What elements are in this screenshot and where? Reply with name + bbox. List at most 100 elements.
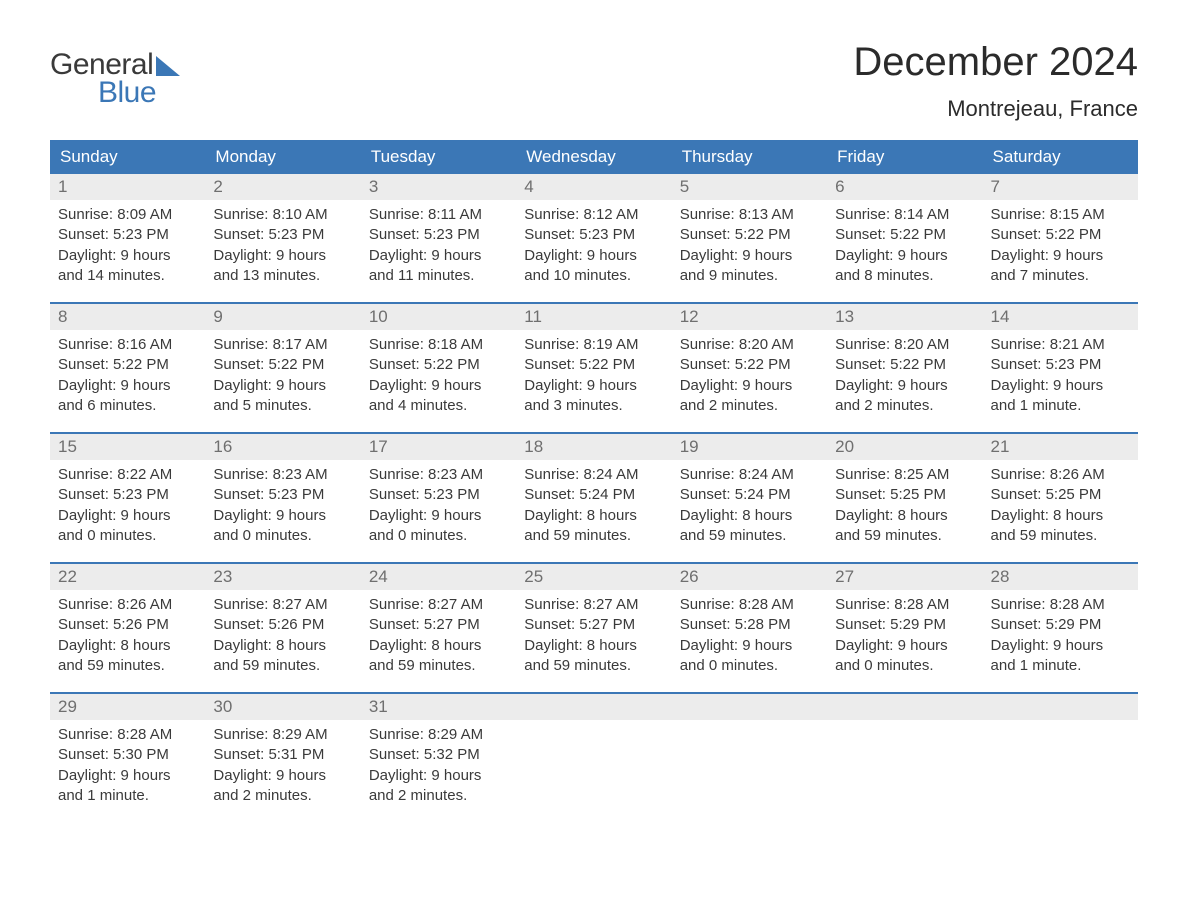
calendar-cell: 7Sunrise: 8:15 AMSunset: 5:22 PMDaylight… <box>983 174 1138 302</box>
sunrise-text: Sunrise: 8:24 AM <box>524 465 663 485</box>
sunset-text: Sunset: 5:22 PM <box>835 355 974 375</box>
day-number: 9 <box>205 304 360 330</box>
day-number: 12 <box>672 304 827 330</box>
sunset-text: Sunset: 5:22 PM <box>58 355 197 375</box>
calendar-cell: 15Sunrise: 8:22 AMSunset: 5:23 PMDayligh… <box>50 434 205 562</box>
day-number: 22 <box>50 564 205 590</box>
daylight-text: Daylight: 9 hours and 13 minutes. <box>213 246 352 287</box>
day-details: Sunrise: 8:27 AMSunset: 5:27 PMDaylight:… <box>516 590 671 690</box>
day-number: 24 <box>361 564 516 590</box>
day-details: Sunrise: 8:17 AMSunset: 5:22 PMDaylight:… <box>205 330 360 430</box>
daylight-text: Daylight: 9 hours and 7 minutes. <box>991 246 1130 287</box>
calendar-cell: 10Sunrise: 8:18 AMSunset: 5:22 PMDayligh… <box>361 304 516 432</box>
sunrise-text: Sunrise: 8:16 AM <box>58 335 197 355</box>
calendar-cell: 20Sunrise: 8:25 AMSunset: 5:25 PMDayligh… <box>827 434 982 562</box>
sunrise-text: Sunrise: 8:27 AM <box>369 595 508 615</box>
sunset-text: Sunset: 5:22 PM <box>680 225 819 245</box>
day-details: Sunrise: 8:24 AMSunset: 5:24 PMDaylight:… <box>516 460 671 560</box>
sunset-text: Sunset: 5:23 PM <box>369 225 508 245</box>
day-number <box>672 694 827 720</box>
sunrise-text: Sunrise: 8:23 AM <box>213 465 352 485</box>
calendar-cell: 12Sunrise: 8:20 AMSunset: 5:22 PMDayligh… <box>672 304 827 432</box>
day-details: Sunrise: 8:26 AMSunset: 5:26 PMDaylight:… <box>50 590 205 690</box>
day-details: Sunrise: 8:28 AMSunset: 5:29 PMDaylight:… <box>983 590 1138 690</box>
calendar-cell: 9Sunrise: 8:17 AMSunset: 5:22 PMDaylight… <box>205 304 360 432</box>
day-details: Sunrise: 8:15 AMSunset: 5:22 PMDaylight:… <box>983 200 1138 300</box>
logo: General Blue <box>50 40 180 110</box>
week-row: 1Sunrise: 8:09 AMSunset: 5:23 PMDaylight… <box>50 174 1138 302</box>
day-details: Sunrise: 8:14 AMSunset: 5:22 PMDaylight:… <box>827 200 982 300</box>
sunrise-text: Sunrise: 8:27 AM <box>524 595 663 615</box>
daylight-text: Daylight: 9 hours and 2 minutes. <box>213 766 352 807</box>
day-details: Sunrise: 8:22 AMSunset: 5:23 PMDaylight:… <box>50 460 205 560</box>
calendar-cell: 27Sunrise: 8:28 AMSunset: 5:29 PMDayligh… <box>827 564 982 692</box>
sunrise-text: Sunrise: 8:12 AM <box>524 205 663 225</box>
day-header-cell: Sunday <box>50 140 205 174</box>
location: Montrejeau, France <box>853 96 1138 122</box>
daylight-text: Daylight: 9 hours and 14 minutes. <box>58 246 197 287</box>
day-number: 11 <box>516 304 671 330</box>
day-number: 2 <box>205 174 360 200</box>
calendar-cell: 16Sunrise: 8:23 AMSunset: 5:23 PMDayligh… <box>205 434 360 562</box>
day-number: 21 <box>983 434 1138 460</box>
sunrise-text: Sunrise: 8:25 AM <box>835 465 974 485</box>
sunset-text: Sunset: 5:23 PM <box>524 225 663 245</box>
day-number: 27 <box>827 564 982 590</box>
day-header-cell: Friday <box>827 140 982 174</box>
day-details: Sunrise: 8:28 AMSunset: 5:29 PMDaylight:… <box>827 590 982 690</box>
day-number: 10 <box>361 304 516 330</box>
day-number: 30 <box>205 694 360 720</box>
calendar-cell: 26Sunrise: 8:28 AMSunset: 5:28 PMDayligh… <box>672 564 827 692</box>
day-header-cell: Wednesday <box>516 140 671 174</box>
day-details: Sunrise: 8:24 AMSunset: 5:24 PMDaylight:… <box>672 460 827 560</box>
week-row: 15Sunrise: 8:22 AMSunset: 5:23 PMDayligh… <box>50 432 1138 562</box>
sunrise-text: Sunrise: 8:27 AM <box>213 595 352 615</box>
calendar-cell: 14Sunrise: 8:21 AMSunset: 5:23 PMDayligh… <box>983 304 1138 432</box>
calendar-cell <box>516 694 671 822</box>
day-header-cell: Saturday <box>983 140 1138 174</box>
day-details: Sunrise: 8:25 AMSunset: 5:25 PMDaylight:… <box>827 460 982 560</box>
day-number: 31 <box>361 694 516 720</box>
daylight-text: Daylight: 9 hours and 5 minutes. <box>213 376 352 417</box>
day-details: Sunrise: 8:16 AMSunset: 5:22 PMDaylight:… <box>50 330 205 430</box>
sunrise-text: Sunrise: 8:11 AM <box>369 205 508 225</box>
day-details: Sunrise: 8:20 AMSunset: 5:22 PMDaylight:… <box>827 330 982 430</box>
sunrise-text: Sunrise: 8:20 AM <box>680 335 819 355</box>
day-header-row: SundayMondayTuesdayWednesdayThursdayFrid… <box>50 140 1138 174</box>
calendar-cell: 3Sunrise: 8:11 AMSunset: 5:23 PMDaylight… <box>361 174 516 302</box>
logo-text-blue: Blue <box>98 76 156 110</box>
day-details: Sunrise: 8:18 AMSunset: 5:22 PMDaylight:… <box>361 330 516 430</box>
day-number: 3 <box>361 174 516 200</box>
sunrise-text: Sunrise: 8:18 AM <box>369 335 508 355</box>
sunset-text: Sunset: 5:25 PM <box>991 485 1130 505</box>
day-number: 14 <box>983 304 1138 330</box>
calendar-cell: 17Sunrise: 8:23 AMSunset: 5:23 PMDayligh… <box>361 434 516 562</box>
daylight-text: Daylight: 8 hours and 59 minutes. <box>213 636 352 677</box>
sunrise-text: Sunrise: 8:29 AM <box>213 725 352 745</box>
day-details: Sunrise: 8:20 AMSunset: 5:22 PMDaylight:… <box>672 330 827 430</box>
sunset-text: Sunset: 5:30 PM <box>58 745 197 765</box>
calendar-cell: 19Sunrise: 8:24 AMSunset: 5:24 PMDayligh… <box>672 434 827 562</box>
sunrise-text: Sunrise: 8:22 AM <box>58 465 197 485</box>
sunset-text: Sunset: 5:28 PM <box>680 615 819 635</box>
sunset-text: Sunset: 5:22 PM <box>369 355 508 375</box>
day-details: Sunrise: 8:28 AMSunset: 5:28 PMDaylight:… <box>672 590 827 690</box>
calendar-cell: 6Sunrise: 8:14 AMSunset: 5:22 PMDaylight… <box>827 174 982 302</box>
day-number: 25 <box>516 564 671 590</box>
calendar-cell: 2Sunrise: 8:10 AMSunset: 5:23 PMDaylight… <box>205 174 360 302</box>
daylight-text: Daylight: 9 hours and 0 minutes. <box>369 506 508 547</box>
sunset-text: Sunset: 5:24 PM <box>524 485 663 505</box>
sunset-text: Sunset: 5:29 PM <box>835 615 974 635</box>
day-details: Sunrise: 8:23 AMSunset: 5:23 PMDaylight:… <box>205 460 360 560</box>
title-block: December 2024 Montrejeau, France <box>853 40 1138 132</box>
sunset-text: Sunset: 5:22 PM <box>991 225 1130 245</box>
week-row: 22Sunrise: 8:26 AMSunset: 5:26 PMDayligh… <box>50 562 1138 692</box>
day-number: 16 <box>205 434 360 460</box>
sunset-text: Sunset: 5:23 PM <box>369 485 508 505</box>
daylight-text: Daylight: 9 hours and 4 minutes. <box>369 376 508 417</box>
sunset-text: Sunset: 5:23 PM <box>58 485 197 505</box>
day-number: 1 <box>50 174 205 200</box>
day-number: 17 <box>361 434 516 460</box>
calendar: SundayMondayTuesdayWednesdayThursdayFrid… <box>50 140 1138 822</box>
day-number: 15 <box>50 434 205 460</box>
